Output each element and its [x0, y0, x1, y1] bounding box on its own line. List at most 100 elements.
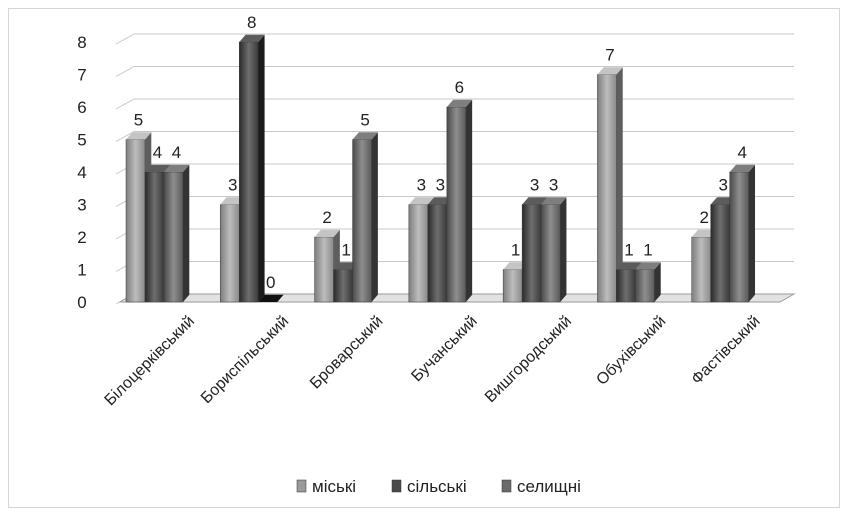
bar-front	[163, 171, 184, 303]
data-label: 3	[436, 176, 445, 195]
bar-top	[239, 34, 265, 42]
bar-front	[597, 74, 617, 303]
bar-front	[144, 171, 165, 303]
data-label: 1	[624, 241, 633, 260]
bar-front	[540, 204, 561, 303]
bar-top	[522, 197, 548, 205]
data-label: 1	[511, 241, 520, 260]
bar	[352, 132, 378, 303]
data-label: 2	[322, 208, 331, 227]
gridline-side	[115, 66, 135, 77]
data-label: 2	[699, 208, 708, 227]
bar-front	[352, 139, 372, 303]
data-label: 3	[549, 176, 558, 195]
bar-top	[126, 132, 152, 140]
bar-front	[333, 269, 353, 303]
legend-label: сільські	[407, 477, 467, 496]
y-tick-label: 0	[77, 293, 86, 312]
y-tick-label: 6	[77, 98, 86, 117]
bar-front	[239, 41, 259, 303]
bar-top	[164, 164, 190, 172]
bar-front	[427, 204, 448, 303]
bar	[314, 229, 340, 303]
bar-top	[145, 164, 171, 172]
data-label: 3	[228, 176, 237, 195]
bar	[729, 164, 756, 303]
bar	[446, 99, 473, 303]
legend: міські сільські селищні	[296, 477, 581, 496]
bar-front	[220, 204, 240, 303]
y-tick-label: 7	[77, 66, 86, 85]
x-tick-label: Білоцерківський	[102, 313, 198, 409]
data-label: 0	[266, 273, 275, 292]
data-label: 3	[417, 176, 426, 195]
bar-front	[635, 269, 655, 303]
bar-front	[710, 204, 730, 303]
data-label: 5	[360, 111, 369, 130]
bar-front	[729, 171, 749, 303]
y-tick-label: 1	[77, 261, 86, 280]
legend-swatch	[501, 479, 512, 493]
data-label: 4	[737, 143, 746, 162]
bar-top	[258, 294, 284, 302]
bar-front	[125, 139, 146, 303]
bar-side	[258, 34, 265, 303]
bar-front	[521, 204, 542, 303]
bar-side	[560, 197, 567, 302]
bar-side	[654, 262, 661, 302]
x-tick-label: Бучанський	[408, 313, 480, 385]
bar	[258, 294, 284, 302]
data-label: 4	[172, 143, 181, 162]
data-label: 5	[134, 111, 143, 130]
data-label: 1	[341, 241, 350, 260]
data-label: 7	[605, 46, 614, 65]
x-axis: Білоцерківський Бориспільський Броварський…	[102, 313, 764, 409]
bar-front	[691, 236, 711, 303]
bar-top	[541, 197, 567, 205]
y-axis: 0 1 2 3 4 5 6 7 8	[77, 33, 86, 312]
gridline-side	[115, 98, 135, 110]
gridline-side	[115, 131, 135, 142]
bar-side	[371, 132, 378, 302]
data-label: 8	[247, 13, 256, 32]
x-tick-label: Обухівський	[593, 313, 669, 389]
bar-front	[616, 269, 636, 303]
bar	[540, 197, 567, 303]
bar-top	[446, 99, 473, 107]
bar-side	[183, 164, 190, 302]
bar-top	[729, 164, 756, 172]
bar-top	[408, 197, 435, 205]
bar-front	[408, 204, 429, 303]
data-label: 4	[153, 143, 162, 162]
bar-front	[502, 269, 523, 303]
bar-top	[616, 262, 642, 270]
bar-side	[748, 164, 756, 302]
data-label: 1	[643, 241, 652, 260]
y-tick-label: 2	[77, 228, 86, 247]
x-tick-label: Броварський	[307, 313, 387, 393]
data-label: 6	[455, 78, 464, 97]
bar	[163, 164, 190, 303]
x-tick-label: Вишгородський	[482, 313, 575, 406]
bar	[635, 262, 661, 303]
bar-top	[352, 132, 378, 140]
bar-front	[446, 106, 467, 303]
data-label: 3	[718, 176, 727, 195]
bar-top	[635, 262, 661, 270]
bar	[597, 67, 623, 303]
bars	[125, 34, 756, 303]
gridline-side	[115, 33, 135, 45]
y-tick-label: 3	[77, 196, 86, 215]
legend-item: міські	[296, 477, 356, 496]
x-tick-label: Бориспільський	[198, 313, 292, 407]
legend-swatch	[296, 479, 307, 493]
bar-side	[616, 67, 623, 302]
bar-top	[314, 229, 340, 237]
bar-side	[465, 99, 473, 302]
legend-item: селищні	[501, 477, 581, 496]
bar-front	[314, 236, 334, 303]
data-label: 3	[530, 176, 539, 195]
y-tick-label: 5	[77, 131, 86, 150]
